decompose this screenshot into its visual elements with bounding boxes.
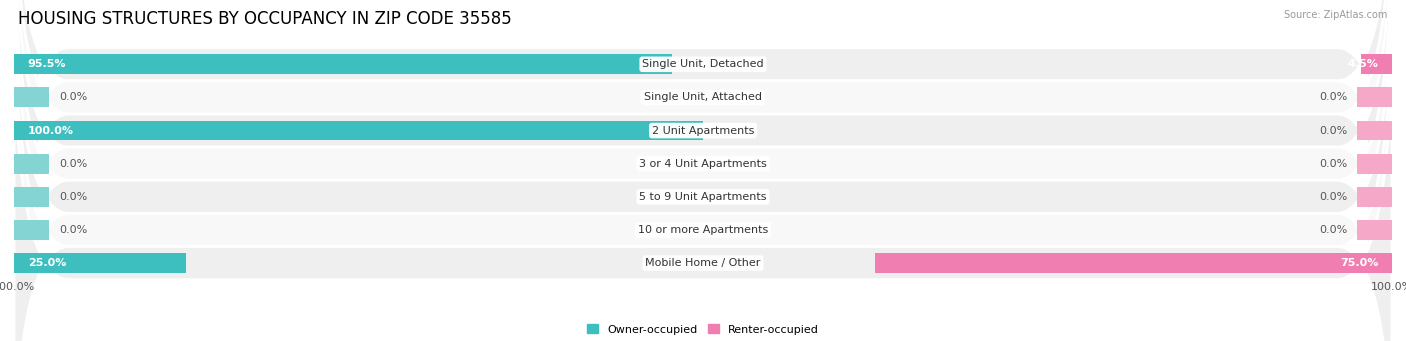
Text: 3 or 4 Unit Apartments: 3 or 4 Unit Apartments [640, 159, 766, 169]
Text: HOUSING STRUCTURES BY OCCUPANCY IN ZIP CODE 35585: HOUSING STRUCTURES BY OCCUPANCY IN ZIP C… [18, 10, 512, 28]
Text: 0.0%: 0.0% [59, 92, 87, 102]
Bar [14, 88, 48, 107]
Bar [1358, 88, 1392, 107]
Text: 95.5%: 95.5% [28, 59, 66, 69]
Text: 0.0%: 0.0% [1319, 159, 1347, 169]
Text: 100.0%: 100.0% [28, 125, 75, 136]
FancyBboxPatch shape [14, 0, 1392, 341]
FancyBboxPatch shape [14, 0, 1392, 341]
FancyBboxPatch shape [14, 0, 1392, 341]
Text: 0.0%: 0.0% [59, 192, 87, 202]
Bar [1361, 54, 1392, 74]
FancyBboxPatch shape [14, 0, 1392, 313]
Text: 25.0%: 25.0% [28, 258, 66, 268]
Text: 75.0%: 75.0% [1340, 258, 1378, 268]
Bar [1358, 154, 1392, 174]
Text: 0.0%: 0.0% [59, 225, 87, 235]
Bar [14, 121, 703, 140]
Text: 5 to 9 Unit Apartments: 5 to 9 Unit Apartments [640, 192, 766, 202]
FancyBboxPatch shape [14, 0, 1392, 341]
Text: 0.0%: 0.0% [1319, 225, 1347, 235]
Text: Single Unit, Detached: Single Unit, Detached [643, 59, 763, 69]
Text: 4.5%: 4.5% [1347, 59, 1378, 69]
Text: 0.0%: 0.0% [1319, 125, 1347, 136]
Text: 2 Unit Apartments: 2 Unit Apartments [652, 125, 754, 136]
Bar [1358, 220, 1392, 240]
Text: 0.0%: 0.0% [1319, 192, 1347, 202]
FancyBboxPatch shape [14, 15, 1392, 341]
Text: Single Unit, Attached: Single Unit, Attached [644, 92, 762, 102]
Text: Mobile Home / Other: Mobile Home / Other [645, 258, 761, 268]
Bar [14, 253, 186, 273]
Legend: Owner-occupied, Renter-occupied: Owner-occupied, Renter-occupied [582, 320, 824, 339]
Bar [1358, 187, 1392, 207]
Bar [14, 187, 48, 207]
Text: Source: ZipAtlas.com: Source: ZipAtlas.com [1284, 10, 1388, 20]
Bar [1358, 121, 1392, 140]
Bar [14, 54, 672, 74]
FancyBboxPatch shape [14, 0, 1392, 341]
Bar [14, 154, 48, 174]
Text: 0.0%: 0.0% [59, 159, 87, 169]
Text: 10 or more Apartments: 10 or more Apartments [638, 225, 768, 235]
Bar [875, 253, 1392, 273]
Text: 0.0%: 0.0% [1319, 92, 1347, 102]
Bar [14, 220, 48, 240]
